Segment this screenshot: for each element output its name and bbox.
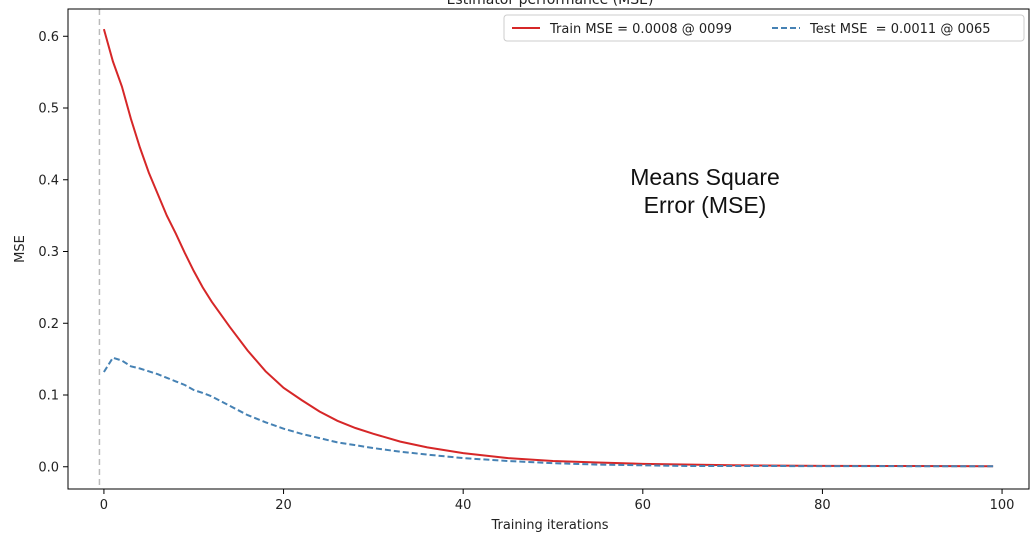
y-tick-label: 0.3 [38, 245, 59, 260]
x-tick-label: 0 [100, 498, 108, 513]
series-line-test [103, 356, 994, 468]
x-tick-label: 80 [814, 498, 831, 513]
y-tick-label: 0.0 [38, 460, 59, 475]
y-tick-label: 0.6 [38, 30, 59, 45]
legend-label-test: Test MSE = 0.0011 @ 0065 [809, 22, 991, 37]
annotation-line-2: Error (MSE) [644, 192, 767, 218]
legend-box [503, 14, 1025, 42]
plot-area [98, 9, 994, 489]
x-tick-label: 40 [455, 498, 472, 513]
legend: Train MSE = 0.0008 @ 0099 Test MSE = 0.0… [503, 14, 1025, 42]
y-tick-label: 0.2 [38, 317, 59, 332]
x-axis-label: Training iterations [490, 518, 608, 533]
x-tick-label: 60 [635, 498, 652, 513]
plot-frame [67, 8, 1030, 490]
x-axis: 0 20 40 60 80 100 [100, 489, 1015, 513]
chart-title: Estimator performance (MSE) [447, 0, 654, 8]
x-tick-label: 20 [275, 498, 292, 513]
y-axis-label: MSE [13, 235, 28, 263]
y-tick-label: 0.5 [38, 102, 59, 117]
series-line-train [102, 28, 994, 468]
y-tick-label: 0.4 [38, 173, 59, 188]
y-tick-label: 0.1 [38, 389, 59, 404]
annotation-line-1: Means Square [630, 164, 780, 190]
x-tick-label: 100 [990, 498, 1015, 513]
y-axis: 0.0 0.1 0.2 0.3 0.4 0.5 0.6 [38, 30, 68, 475]
legend-label-train: Train MSE = 0.0008 @ 0099 [549, 22, 732, 37]
